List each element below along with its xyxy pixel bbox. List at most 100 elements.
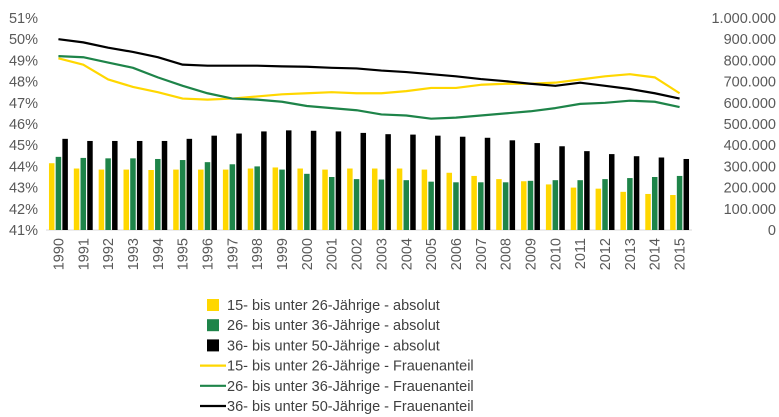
x-tick-label: 2003	[374, 238, 390, 270]
y-left-tick-label: 47%	[9, 96, 38, 112]
x-tick-label: 1999	[275, 238, 291, 270]
bar	[620, 191, 626, 230]
y-right-tick-label: 1.000.000	[711, 11, 776, 27]
series-line	[58, 55, 680, 120]
bar	[335, 131, 342, 230]
x-tick-label: 2008	[499, 238, 515, 270]
bar	[410, 134, 416, 230]
legend-label: 26- bis unter 36-Jährige - absolut	[227, 318, 440, 334]
y-right-tick-label: 600.000	[724, 96, 776, 112]
x-tick-label: 1996	[201, 238, 217, 270]
x-tick-label: 1998	[250, 238, 266, 270]
legend-label: 36- bis unter 50-Jährige - Frauenanteil	[227, 399, 474, 415]
series-line	[58, 57, 681, 101]
bar	[98, 169, 105, 230]
bar	[453, 182, 459, 230]
x-tick-label: 2013	[623, 238, 639, 270]
bar	[155, 158, 161, 230]
y-right-tick-label: 500.000	[724, 117, 776, 133]
bar	[179, 160, 186, 230]
bar	[459, 136, 466, 230]
x-tick-label: 2015	[673, 238, 689, 270]
bar	[304, 173, 310, 230]
bar	[322, 169, 328, 230]
bar	[602, 179, 608, 230]
bar	[545, 184, 552, 230]
y-right-tick-label: 0	[768, 223, 776, 239]
bar	[347, 168, 353, 230]
bar	[385, 134, 391, 230]
bar	[534, 143, 540, 230]
bar	[204, 162, 211, 230]
x-tick-label: 1997	[225, 238, 241, 270]
bar	[371, 168, 378, 230]
x-tick-label: 2011	[573, 238, 589, 269]
x-tick-label: 2007	[474, 238, 490, 270]
bar	[435, 135, 441, 230]
bar	[360, 132, 367, 230]
y-left-tick-label: 50%	[9, 32, 38, 48]
bar	[509, 140, 516, 230]
bar	[123, 169, 130, 230]
x-tick-label: 2001	[325, 238, 341, 270]
bar	[608, 154, 615, 230]
y-left-tick-label: 42%	[9, 202, 38, 218]
bar	[683, 158, 690, 230]
bar	[261, 131, 267, 230]
bar	[279, 169, 285, 230]
bar	[297, 168, 303, 230]
bar	[148, 170, 154, 230]
x-tick-label: 1990	[51, 238, 67, 270]
bar	[236, 133, 242, 230]
y-left-tick-label: 44%	[9, 159, 38, 175]
bar	[428, 181, 434, 230]
bar	[446, 172, 453, 230]
bar	[403, 180, 410, 230]
bar	[55, 156, 62, 230]
bar	[378, 179, 385, 230]
x-tick-label: 2002	[350, 238, 366, 270]
y-right-tick-label: 300.000	[724, 159, 776, 175]
bar	[670, 195, 676, 230]
y-right-tick-label: 100.000	[724, 202, 776, 218]
x-tick-label: 2005	[424, 238, 440, 270]
bar	[471, 175, 477, 230]
bar	[478, 182, 484, 230]
y-right-tick-label: 200.000	[724, 181, 776, 197]
bar	[353, 179, 360, 230]
bar	[272, 167, 279, 230]
bar	[87, 140, 93, 230]
bar	[645, 193, 651, 230]
bar	[229, 164, 236, 230]
y-right-tick-label: 700.000	[724, 75, 776, 91]
bar	[105, 158, 111, 230]
bar	[577, 180, 583, 230]
x-tick-label: 2004	[399, 238, 415, 270]
y-left-tick-label: 48%	[9, 75, 38, 91]
legend-swatch	[207, 339, 219, 352]
y-left-tick-label: 51%	[9, 11, 38, 27]
bar	[48, 163, 55, 230]
bar	[161, 140, 168, 230]
bar	[676, 175, 683, 230]
bar	[521, 181, 527, 230]
bar	[651, 177, 658, 230]
bar	[173, 169, 179, 230]
legend-label: 15- bis unter 26-Jährige - Frauenanteil	[227, 359, 474, 375]
bar	[527, 180, 534, 230]
bar	[595, 188, 602, 230]
bar	[502, 182, 509, 230]
bar	[112, 140, 118, 230]
x-tick-label: 2009	[524, 238, 540, 270]
x-tick-label: 1994	[151, 238, 167, 270]
bar	[310, 130, 317, 230]
series-line	[58, 38, 680, 100]
bar	[198, 169, 204, 230]
bar	[421, 169, 428, 230]
bar	[484, 137, 491, 230]
y-left-tick-label: 43%	[9, 181, 38, 197]
bar	[496, 179, 502, 230]
bar	[328, 177, 335, 230]
